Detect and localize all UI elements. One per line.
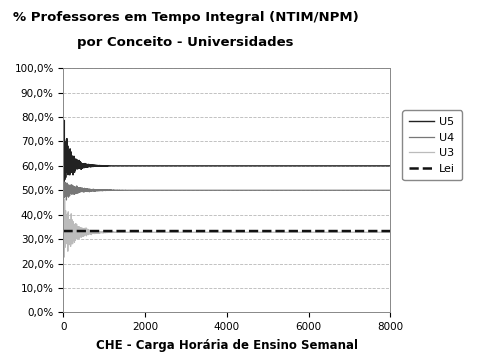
U5 (61, 151, 66, 155)
Text: por Conceito - Universidades: por Conceito - Universidades (77, 36, 294, 49)
Lei (343, 229, 348, 233)
U3 (263, 230, 268, 234)
U3 (61, 255, 67, 259)
Text: % Professores em Tempo Integral (NTIM/NPM): % Professores em Tempo Integral (NTIM/NP… (13, 11, 358, 24)
Lei (331, 229, 337, 233)
U5 (343, 164, 348, 168)
U4 (61, 180, 67, 184)
U3 (331, 230, 337, 234)
U4 (161, 188, 167, 192)
U5 (387, 164, 393, 168)
U3 (61, 232, 66, 237)
U4 (63, 198, 69, 202)
U3 (308, 230, 314, 234)
U5 (61, 180, 67, 184)
Line: U3: U3 (63, 199, 390, 257)
Lei (307, 229, 313, 233)
U5 (256, 164, 262, 168)
Lei (387, 229, 393, 233)
Lei (61, 229, 66, 233)
U3 (343, 230, 348, 234)
U5 (331, 164, 337, 168)
U4 (387, 188, 393, 192)
U3 (61, 197, 67, 201)
U4 (263, 188, 268, 192)
U5 (61, 118, 67, 122)
U3 (161, 230, 167, 234)
U5 (161, 164, 167, 168)
U5 (263, 164, 268, 168)
U4 (61, 187, 66, 191)
U4 (256, 188, 262, 192)
U3 (256, 230, 262, 234)
U4 (343, 188, 348, 192)
U4 (331, 188, 337, 192)
X-axis label: CHE - Carga Horária de Ensino Semanal: CHE - Carga Horária de Ensino Semanal (96, 339, 358, 352)
U5 (308, 164, 314, 168)
U4 (308, 188, 314, 192)
Legend: U5, U4, U3, Lei: U5, U4, U3, Lei (403, 110, 462, 180)
Lei (263, 229, 268, 233)
Lei (161, 229, 167, 233)
Lei (256, 229, 262, 233)
Line: U5: U5 (63, 120, 390, 182)
Line: U4: U4 (63, 182, 390, 200)
U3 (387, 230, 393, 234)
